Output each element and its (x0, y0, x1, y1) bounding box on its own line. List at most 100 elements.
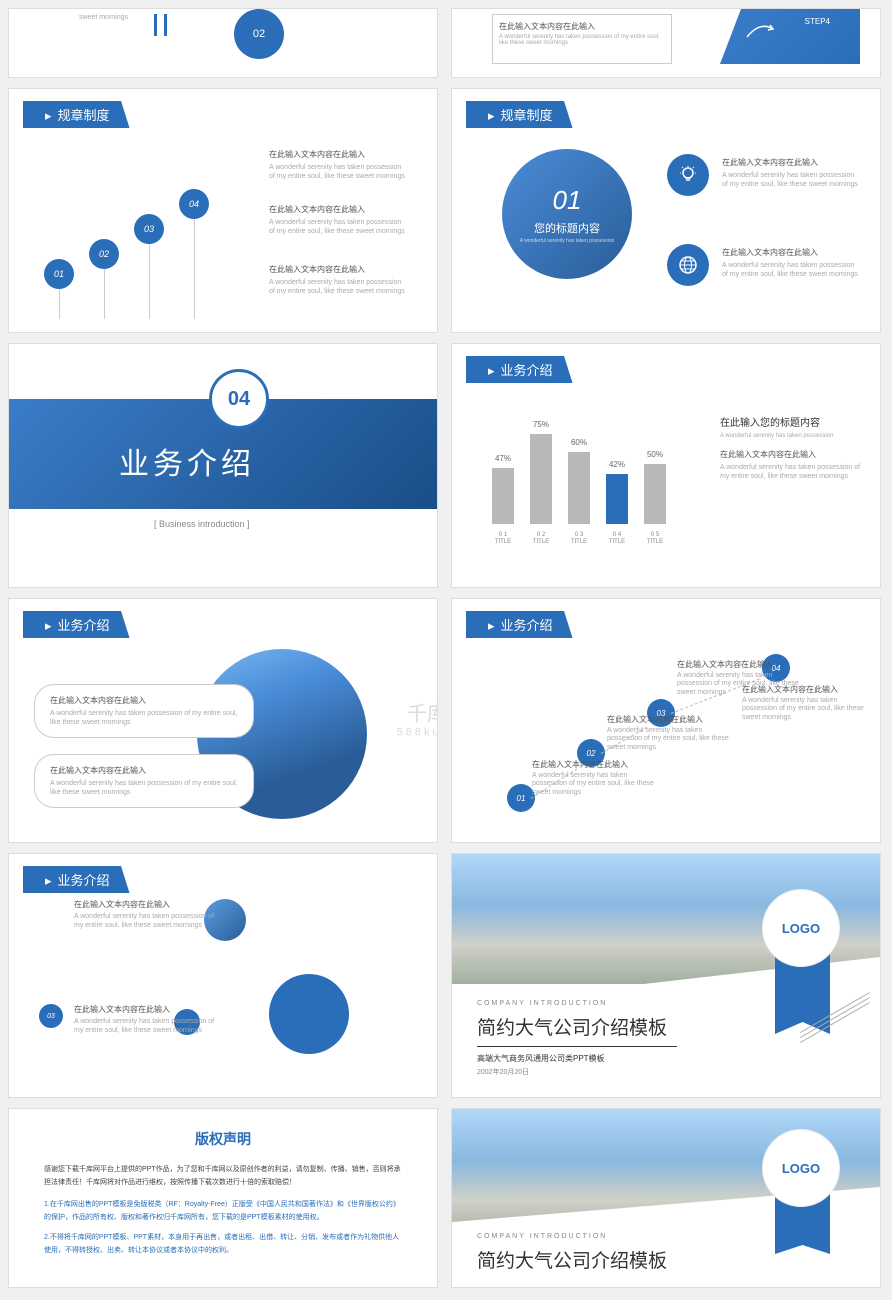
bar-label: 0 5TITLE (644, 532, 666, 546)
pill-box: 在此输入文本内容在此输入 A wonderful serenity has tak… (34, 684, 254, 738)
text-block: 在此输入文本内容在此输入 A wonderful serenity has tak… (532, 759, 662, 797)
block-desc: A wonderful serenity has taken possessio… (532, 772, 662, 797)
block-desc: A wonderful serenity has taken possessio… (269, 218, 409, 236)
step-circle: 01 (44, 259, 74, 289)
chart-bar: 60%0 3TITLE (568, 452, 590, 524)
pill-title: 在此输入文本内容在此输入 (50, 765, 238, 776)
step-circle: 04 (179, 189, 209, 219)
blue-shape (720, 9, 860, 64)
logo-circle: LOGO (762, 1129, 840, 1207)
slide-image-pills: ▸业务介绍 在此输入文本内容在此输入 A wonderful serenity h… (8, 598, 438, 843)
cover-title: 简约大气公司介绍模板 (477, 1013, 677, 1040)
block-title: 在此输入文本内容在此输入 (74, 1004, 224, 1015)
bar-pct: 42% (606, 460, 628, 469)
header-label: ▸业务介绍 (466, 356, 573, 383)
text-block: 在此输入文本内容在此输入 A wonderful serenity has tak… (722, 247, 862, 279)
slide-rules-circle: ▸规章制度 01 您的标题内容 A wonderful serenity has… (451, 88, 881, 333)
pill-title: 在此输入文本内容在此输入 (50, 695, 238, 706)
circle-num: 01 (553, 185, 582, 216)
number-circle: 02 (234, 9, 284, 59)
text-block: 在此输入文本内容在此输入A wonderful serenity has tak… (74, 899, 224, 930)
step-circle: 02 (89, 239, 119, 269)
cover-date: 2002年20月20日 (477, 1067, 677, 1077)
cover-text: COMPANY INTRODUCTION 简约大气公司介绍模板 (477, 1233, 667, 1279)
block-desc: A wonderful serenity has taken possessio… (722, 261, 862, 279)
chart-bar: 42%0 4TITLE (606, 474, 628, 524)
header-label: ▸业务介绍 (466, 611, 573, 638)
block-desc: A wonderful serenity has taken possessio… (742, 697, 872, 722)
block-title: 在此输入文本内容在此输入 (607, 714, 737, 725)
header-label: ▸业务介绍 (23, 611, 130, 638)
slide-header: ▸业务介绍 (23, 611, 130, 638)
block-title: 在此输入文本内容在此输入 (722, 247, 862, 258)
step-circle: 03 (39, 1004, 63, 1028)
block-desc: A wonderful serenity has taken possessio… (269, 163, 409, 181)
bar-label: 0 4TITLE (606, 532, 628, 546)
step-circle: 03 (134, 214, 164, 244)
bar-chart: 47%0 1TITLE75%0 2TITLE60%0 3TITLE42%0 4T… (482, 399, 692, 549)
slide-staircase: ▸业务介绍 01020304在此输入文本内容在此输入A wonderful se… (451, 598, 881, 843)
text-block: 在此输入文本内容在此输入A wonderful serenity has tak… (269, 264, 409, 296)
slide-partial-2: 在此输入文本内容在此输入 A wonderful serenity has ta… (451, 8, 881, 78)
bar-pct: 50% (644, 450, 666, 459)
section-title: 业务介绍 (119, 439, 255, 483)
cover-desc: 高端大气商务风通用公司类PPT模板 (477, 1053, 677, 1064)
circle-label: 您的标题内容 (534, 220, 600, 236)
vertical-line (104, 269, 105, 319)
block-desc: A wonderful serenity has taken possessio… (722, 171, 862, 189)
text-block: 在此输入文本内容在此输入A wonderful serenity has tak… (269, 149, 409, 181)
cover-line (477, 1046, 677, 1047)
copyright-body: 感谢您下载千库网平台上提供的PPT作品，为了您和千库网以及原创作者的利益，请勿复… (9, 1149, 437, 1281)
pill-box: 在此输入文本内容在此输入A wonderful serenity has tak… (34, 754, 254, 808)
bar-column (568, 452, 590, 524)
slide-header: ▸业务介绍 (23, 866, 130, 893)
pill-desc: A wonderful serenity has taken possessio… (50, 709, 238, 727)
bar-label: 0 3TITLE (568, 532, 590, 546)
chart-sub: A wonderful serenity has taken possessio… (720, 433, 865, 439)
bar-column (644, 464, 666, 524)
globe-icon (667, 244, 709, 286)
bar-pct: 75% (530, 420, 552, 429)
cover-text: COMPANY INTRODUCTION 简约大气公司介绍模板 高端大气商务风通… (477, 1000, 677, 1077)
chart-bar: 47%0 1TITLE (492, 468, 514, 524)
bar-pct: 47% (492, 454, 514, 463)
slide-cover-1: LOGO COMPANY INTRODUCTION 简约大气公司介绍模板 高端大… (451, 853, 881, 1098)
watermark: 千库网588ku.com (397, 702, 438, 739)
slide-cover-2: LOGO COMPANY INTRODUCTION 简约大气公司介绍模板 (451, 1108, 881, 1288)
box-desc: A wonderful serenity has taken possessio… (499, 34, 665, 46)
block-desc: A wonderful serenity has taken possessio… (74, 912, 224, 930)
bar-label: 0 1TITLE (492, 532, 514, 546)
vertical-line (59, 289, 60, 319)
slide-header: ▸业务介绍 (466, 611, 573, 638)
block-title: 在此输入文本内容在此输入 (742, 684, 872, 695)
copyright-p2: 1.在千库网出售的PPT模板是免版税类（RF：Royalty-Free）正版受《… (44, 1199, 402, 1224)
box-title: 在此输入文本内容在此输入 (499, 21, 665, 32)
title-circle: 01 您的标题内容 A wonderful serenity has taken… (502, 149, 632, 279)
block-title: 在此输入文本内容在此输入 (677, 659, 807, 670)
text-block: 在此输入文本内容在此输入A wonderful serenity has tak… (607, 714, 737, 752)
chart-bar: 50%0 5TITLE (644, 464, 666, 524)
vertical-line (149, 244, 150, 319)
cover-title: 简约大气公司介绍模板 (477, 1246, 667, 1273)
chart-bar: 75%0 2TITLE (530, 434, 552, 524)
bar-column (530, 434, 552, 524)
bar-decor (154, 14, 157, 36)
slide-bar-chart: ▸业务介绍 47%0 1TITLE75%0 2TITLE60%0 3TITLE4… (451, 343, 881, 588)
copyright-p3: 2.不得将千库网的PPT模板、PPT素材，本身用于再出售，或者出租、出借、转让、… (44, 1232, 402, 1257)
slide-rules-steps: ▸规章制度 01020304 在此输入文本内容在此输入A wonderful s… (8, 88, 438, 333)
vertical-line (194, 219, 195, 319)
section-subtitle: [ Business introduction ] (154, 519, 250, 529)
header-label: ▸规章制度 (23, 101, 130, 128)
block-title: 在此输入文本内容在此输入 (532, 759, 662, 770)
copyright-title: 版权声明 (9, 1129, 437, 1149)
bar-column (606, 474, 628, 524)
text-block: 在此输入文本内容在此输入 A wonderful serenity has tak… (722, 157, 862, 189)
header-label: ▸规章制度 (466, 101, 573, 128)
logo-circle: LOGO (762, 889, 840, 967)
block-title: 在此输入文本内容在此输入 (722, 157, 862, 168)
section-number: 04 (209, 369, 269, 429)
block-title: 在此输入文本内容在此输入 (269, 204, 409, 215)
block-desc: A wonderful serenity has taken possessio… (269, 278, 409, 296)
bar-pct: 60% (568, 438, 590, 447)
bulb-icon (667, 154, 709, 196)
